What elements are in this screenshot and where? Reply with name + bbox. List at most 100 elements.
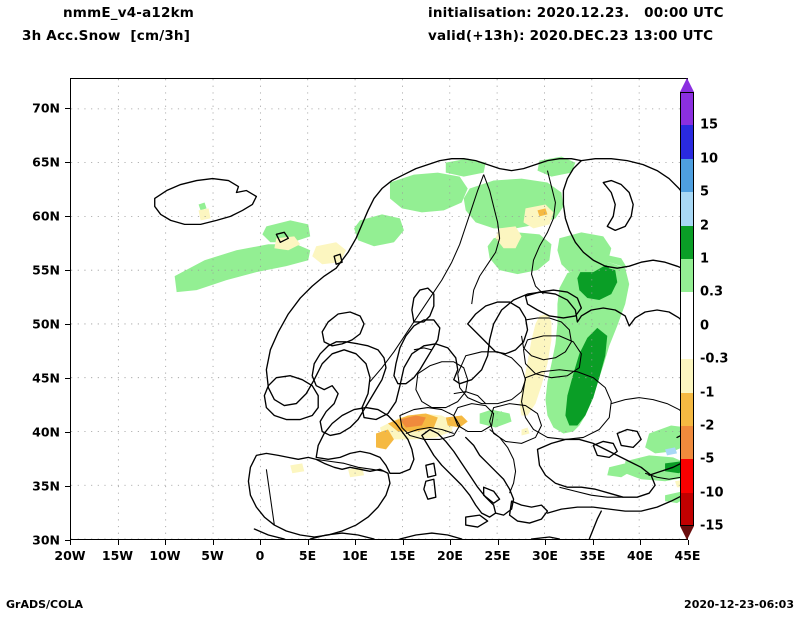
- coast-sicily: [465, 514, 489, 528]
- x-axis-label: 10W: [149, 548, 181, 563]
- colorbar-band: [680, 426, 694, 460]
- colorbar-label: 0.3: [700, 284, 724, 300]
- coastline-layer: [154, 157, 687, 539]
- colorbar-band: [680, 492, 694, 527]
- snow-shading-layer: [174, 156, 687, 504]
- coast-levant: [588, 510, 602, 539]
- border-france-spain: [316, 458, 385, 472]
- coast-denmark-lowlands: [393, 319, 441, 385]
- y-axis-label: 60N: [32, 208, 60, 224]
- border-czech-slovak: [453, 391, 487, 404]
- shade-alps-deep: [399, 415, 426, 428]
- coast-crimea: [592, 440, 618, 459]
- colorbar-band: [680, 459, 694, 493]
- x-tick: [212, 540, 214, 545]
- colorbar-label: -10: [700, 485, 724, 501]
- colorbar-band: [680, 259, 694, 293]
- border-norway-sweden: [369, 174, 485, 383]
- y-tick: [65, 162, 70, 164]
- y-tick: [65, 324, 70, 326]
- x-tick: [687, 540, 689, 545]
- colorbar-band: [680, 392, 694, 426]
- coast-ireland: [263, 375, 319, 421]
- colorbar-label: -2: [700, 418, 715, 434]
- coast-corsica: [425, 462, 437, 478]
- x-tick: [355, 540, 357, 545]
- map-canvas: [71, 79, 687, 539]
- x-axis-label: 30E: [532, 548, 558, 563]
- model-name-label: nmmE_v4-a12km: [63, 5, 195, 21]
- y-tick: [65, 270, 70, 272]
- x-axis-label: 10E: [342, 548, 368, 563]
- shade-alps-west: [376, 429, 394, 450]
- x-tick: [165, 540, 167, 545]
- coast-shetland: [333, 253, 343, 265]
- x-axis-label: 5W: [201, 548, 224, 563]
- shade-kola: [537, 156, 576, 177]
- x-axis-label: 15W: [101, 548, 134, 563]
- x-axis-label: 20E: [437, 548, 463, 563]
- shade-norway-pale: [274, 236, 301, 251]
- x-tick: [117, 540, 119, 545]
- y-tick: [65, 216, 70, 218]
- border-romania-balkans: [489, 403, 542, 444]
- colorbar-band: [680, 192, 694, 226]
- colorbar-band: [680, 225, 694, 259]
- border-spain-portugal: [265, 469, 275, 526]
- border-finland-russia: [530, 170, 556, 295]
- shade-caucasus-3: [607, 463, 632, 478]
- colorbar-label: -0.3: [700, 351, 729, 367]
- country-borders-layer: [265, 170, 687, 526]
- x-axis-label: 5E: [298, 548, 317, 563]
- shade-caucasus-2: [625, 455, 687, 482]
- colorbar-label: 2: [700, 218, 710, 234]
- shade-caucasus-blue: [665, 447, 678, 456]
- y-tick: [65, 486, 70, 488]
- y-axis-label: 70N: [32, 100, 60, 116]
- border-russia-south: [611, 397, 687, 416]
- border-ukraine: [521, 369, 612, 440]
- x-axis-label: 25E: [484, 548, 511, 563]
- colorbar: [680, 78, 694, 541]
- colorbar-band: [680, 325, 694, 360]
- shade-norway-coast2: [262, 220, 311, 243]
- y-axis-label: 55N: [32, 262, 60, 278]
- x-tick: [260, 540, 262, 545]
- colorbar-over-arrow: [680, 78, 694, 92]
- colorbar-band: [680, 158, 694, 193]
- shade-caucasus: [645, 425, 687, 454]
- coast-jutland: [411, 287, 435, 323]
- border-turkey-inner: [559, 486, 624, 498]
- x-tick: [640, 540, 642, 545]
- x-tick: [497, 540, 499, 545]
- coast-scandinavia: [265, 157, 687, 421]
- colorbar-label: 1: [700, 251, 710, 267]
- coast-france: [315, 406, 415, 474]
- coast-baltic-sea: [467, 301, 529, 355]
- border-denmark-germany: [413, 347, 432, 351]
- y-axis-label: 65N: [32, 154, 60, 170]
- y-axis-label: 45N: [32, 370, 60, 386]
- x-axis-label: 15E: [389, 548, 416, 563]
- shade-iceland-pale: [198, 208, 211, 221]
- coast-scotland-north: [321, 311, 365, 347]
- y-axis-label: 50N: [32, 316, 60, 332]
- coast-caucasus-line: [648, 460, 686, 476]
- x-axis-label: 40E: [627, 548, 653, 563]
- shade-poland-dry-band: [519, 313, 552, 416]
- lonlat-grid: [71, 79, 687, 539]
- colorbar-band: [680, 359, 694, 393]
- colorbar-band: [680, 292, 694, 326]
- x-axis-label: 20W: [54, 548, 86, 563]
- x-tick: [450, 540, 452, 545]
- x-tick: [70, 540, 72, 545]
- border-italy-north: [405, 426, 454, 434]
- border-belarus: [523, 335, 582, 379]
- footer-credit: GrADS/COLA: [6, 598, 83, 611]
- valid-time-label: valid(+13h): 2020.DEC.23 13:00 UTC: [428, 28, 714, 44]
- coast-kola: [580, 157, 687, 200]
- coast-north-africa: [253, 528, 463, 539]
- shade-iceland: [198, 202, 207, 211]
- x-tick: [545, 540, 547, 545]
- coast-sardinia: [423, 478, 437, 500]
